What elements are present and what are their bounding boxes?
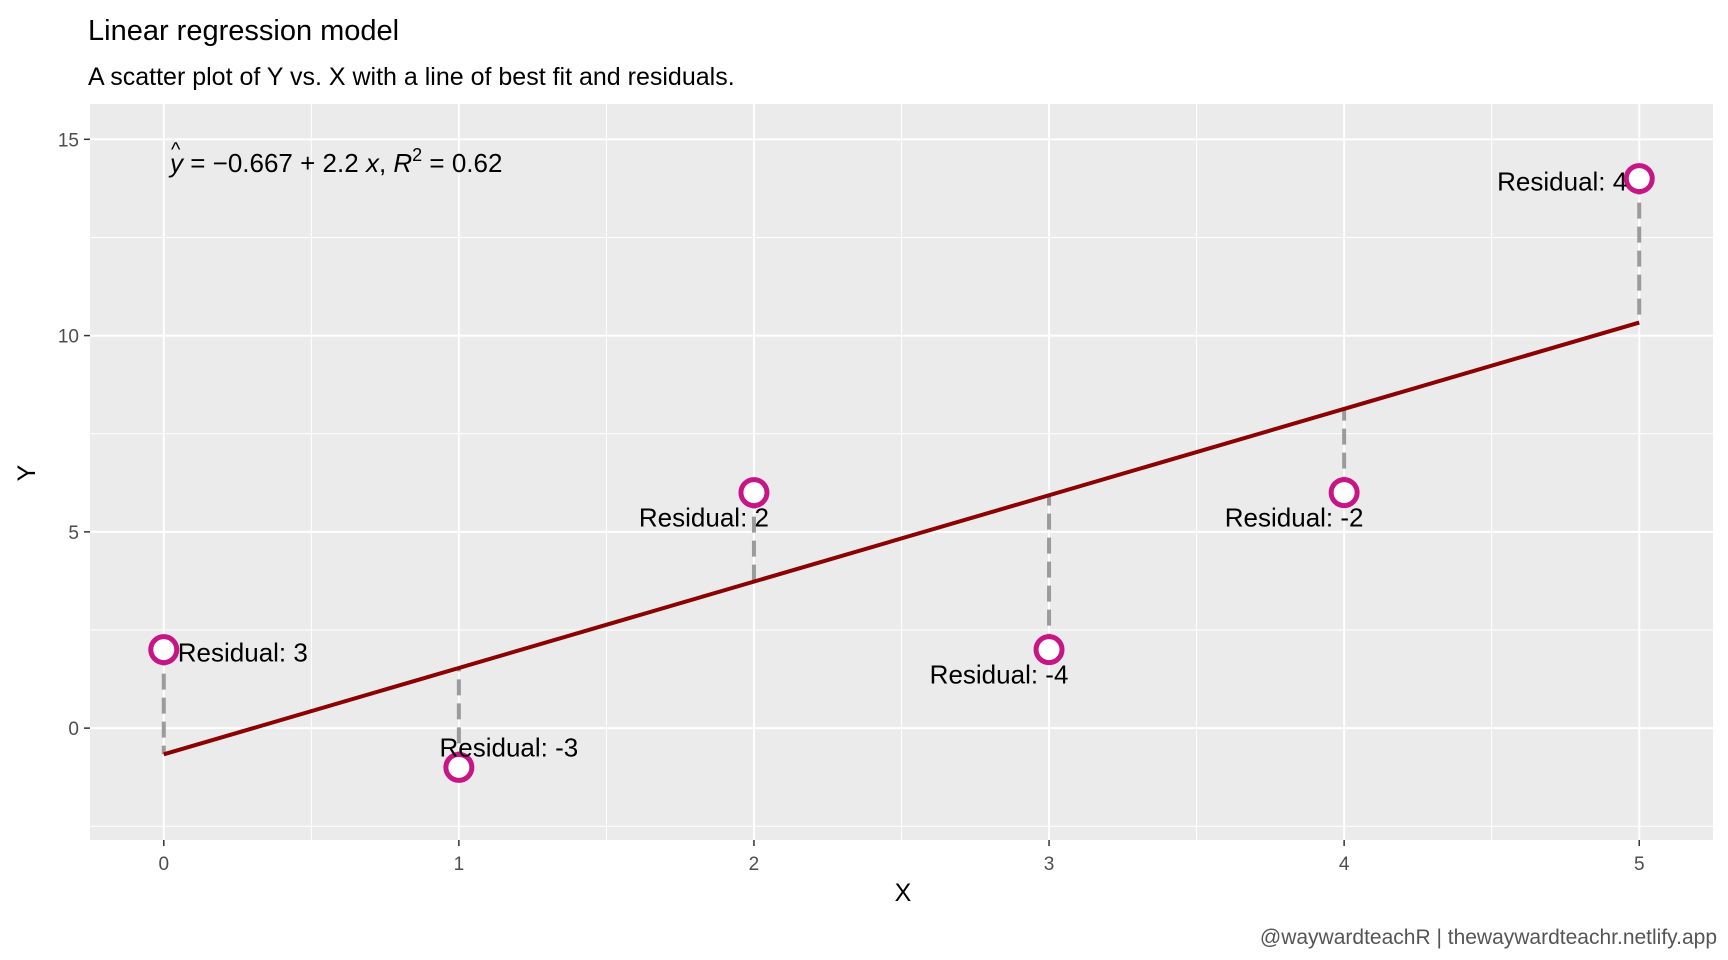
regression-line <box>163 320 1640 757</box>
data-point <box>443 751 475 783</box>
equation-yhat: y <box>168 148 185 178</box>
y-tick-label: 15 <box>58 130 79 151</box>
equation-var: x <box>364 148 380 178</box>
residual-label: Residual: 4 <box>1497 167 1627 197</box>
y-tick-label: 5 <box>68 523 79 544</box>
residual-labels: Residual: 3 Residual: -3 Residual: 2 Residu… <box>178 167 1627 763</box>
x-axis-title: X <box>895 879 912 907</box>
data-point <box>148 634 180 666</box>
equation-r2-exp: 2 <box>412 145 422 165</box>
data-point <box>738 477 770 509</box>
equation-slope: 2.2 <box>323 148 359 178</box>
equation-r2-label: R <box>393 148 412 178</box>
chart-subtitle: A scatter plot of Y vs. X with a line of… <box>88 63 735 91</box>
chart-caption: @waywardteachR | thewaywardteachr.netlif… <box>1260 926 1717 949</box>
x-tick-label: 4 <box>1339 854 1350 875</box>
data-point <box>1623 163 1655 195</box>
chart-title: Linear regression model <box>88 15 399 47</box>
y-tick-label: 0 <box>68 719 79 740</box>
x-tick-label: 1 <box>454 854 465 875</box>
axis-ticks <box>84 138 1640 846</box>
x-tick-label: 3 <box>1044 854 1055 875</box>
x-tick-label: 2 <box>749 854 760 875</box>
data-points <box>148 163 1655 783</box>
data-point <box>1328 477 1360 509</box>
minor-gridlines <box>90 104 1713 840</box>
equation-intercept: 0.667 <box>228 148 293 178</box>
y-tick-label: 10 <box>58 327 79 348</box>
y-tick-labels: 0 5 10 15 <box>58 130 79 740</box>
x-tick-labels: 0 1 2 3 4 5 <box>158 854 1644 875</box>
residual-label: Residual: -4 <box>930 660 1069 690</box>
data-point <box>1033 634 1065 666</box>
y-axis-title: Y <box>13 464 41 481</box>
residual-label: Residual: 2 <box>639 503 769 533</box>
residual-label: Residual: -3 <box>439 732 578 762</box>
x-tick-label: 0 <box>158 854 169 875</box>
equation-r2-value: 0.62 <box>452 148 503 178</box>
residual-label: Residual: 3 <box>178 638 308 668</box>
residual-label: Residual: -2 <box>1225 503 1364 533</box>
regression-equation: y = −0.667 + 2.2 x, R2 = 0.62 <box>168 145 502 178</box>
yhat-hat-mark: ^ <box>171 139 181 161</box>
x-tick-label: 5 <box>1634 854 1645 875</box>
